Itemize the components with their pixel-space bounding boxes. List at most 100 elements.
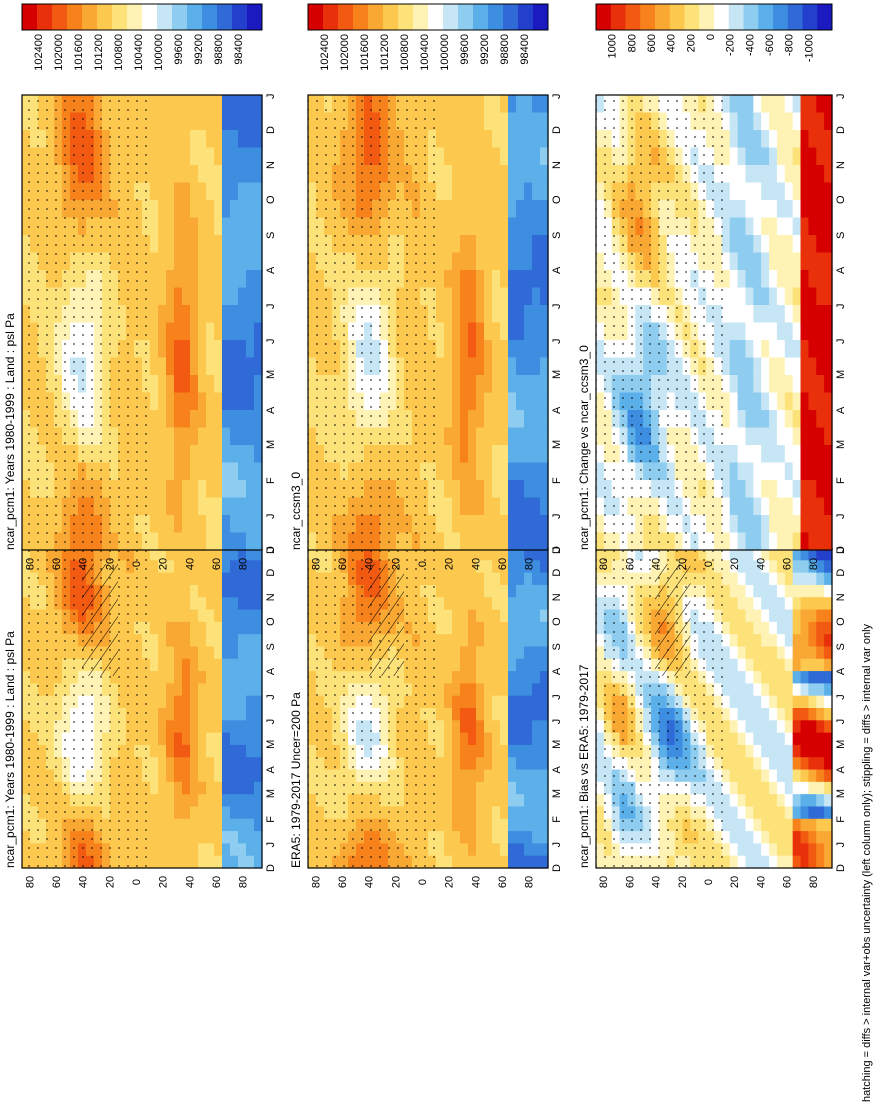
heatmap-cell <box>452 147 461 166</box>
heatmap-cell <box>500 658 509 672</box>
heatmap-cell <box>492 235 501 254</box>
month-tick-label: D <box>265 569 277 577</box>
heatmap-cell <box>460 497 469 516</box>
heatmap-cell <box>824 235 833 254</box>
heatmap-cell <box>753 357 762 376</box>
heatmap-cell <box>824 720 833 734</box>
heatmap-cell <box>190 427 199 446</box>
heatmap-cell <box>150 200 159 219</box>
heatmap-cell <box>800 165 809 184</box>
heatmap-cell <box>500 392 509 411</box>
heatmap-cell <box>468 806 477 820</box>
heatmap-cell <box>452 305 461 324</box>
heatmap-cell <box>460 818 469 832</box>
heatmap-cell <box>721 462 731 481</box>
heatmap-cell <box>182 560 191 574</box>
heatmap-cell <box>476 683 485 697</box>
heatmap-cell <box>721 695 731 709</box>
heatmap-cell <box>452 95 461 114</box>
heatmap-cell <box>808 794 817 808</box>
heatmap-cell <box>808 843 817 857</box>
heatmap-cell <box>436 560 445 574</box>
heatmap-cell <box>524 806 533 820</box>
heatmap-cell <box>816 609 825 623</box>
heatmap-cell <box>238 855 247 869</box>
heatmap-cell <box>532 532 541 551</box>
heatmap-cell <box>158 130 167 149</box>
heatmap-cell <box>158 831 167 844</box>
heatmap-cell <box>238 658 247 672</box>
heatmap-cell <box>198 375 207 394</box>
heatmap-cell <box>174 781 183 795</box>
heatmap-cell <box>436 392 445 411</box>
heatmap-cell <box>737 375 747 394</box>
heatmap-cell <box>776 818 786 832</box>
heatmap-cell <box>436 584 445 598</box>
heatmap-cell <box>254 480 263 499</box>
heatmap-cell <box>158 560 167 574</box>
panel-ref-ccsm3: 80 60 40 20 0 20 40 60 80DJFMAMJJASONDJncar_ccsm… <box>289 3 563 570</box>
heatmap-cell <box>753 683 762 697</box>
heatmap-cell <box>508 769 517 783</box>
heatmap-cell <box>540 95 549 114</box>
heatmap-cell <box>468 781 477 795</box>
heatmap-cell <box>468 548 477 561</box>
heatmap-cell <box>166 584 175 598</box>
lat-tick-label: 60 <box>337 876 349 888</box>
heatmap-cell <box>158 732 167 746</box>
heatmap-cell <box>182 392 191 411</box>
heatmap-cell <box>816 322 825 341</box>
month-tick-label: N <box>265 161 277 169</box>
heatmap-cell <box>792 695 802 709</box>
heatmap-cell <box>436 781 445 795</box>
heatmap-cell <box>753 95 762 114</box>
colorbar-swatch <box>37 4 53 30</box>
heatmap-cell <box>444 147 453 166</box>
heatmap-cell <box>206 621 215 635</box>
heatmap-cell <box>800 147 809 166</box>
heatmap-cell <box>222 597 231 611</box>
heatmap-cell <box>800 322 809 341</box>
heatmap-cell <box>436 597 445 611</box>
heatmap-cell <box>468 462 477 481</box>
heatmap-cell <box>524 720 533 734</box>
heatmap-cell <box>254 182 263 201</box>
heatmap-cell <box>540 560 549 574</box>
heatmap-cell <box>737 621 747 635</box>
heatmap-cell <box>500 646 509 660</box>
heatmap-cell <box>190 410 199 429</box>
heatmap-cell <box>198 695 207 709</box>
heatmap-cell <box>158 769 167 783</box>
heatmap-cell <box>484 855 493 869</box>
heatmap-cell <box>800 757 809 771</box>
heatmap-cell <box>737 609 747 623</box>
heatmap-cell <box>468 357 477 376</box>
heatmap-cell <box>824 621 833 635</box>
heatmap-cell <box>492 305 501 324</box>
heatmap-cell <box>206 532 215 551</box>
heatmap-cell <box>524 634 533 648</box>
heatmap-cell <box>808 95 817 114</box>
heatmap-cell <box>460 322 469 341</box>
heatmap-cell <box>721 584 731 598</box>
heatmap-cell <box>238 683 247 697</box>
heatmap-cell <box>516 445 525 464</box>
heatmap-cell <box>198 392 207 411</box>
heatmap-cell <box>761 646 770 660</box>
heatmap-cell <box>190 794 199 808</box>
heatmap-cell <box>816 217 825 236</box>
heatmap-cell <box>190 831 199 844</box>
heatmap-cell <box>238 621 247 635</box>
heatmap-cell <box>524 732 533 746</box>
heatmap-cell <box>182 130 191 149</box>
heatmap-cell <box>206 462 215 481</box>
heatmap-cell <box>540 609 549 623</box>
heatmap-cell <box>166 392 175 411</box>
heatmap-cell <box>214 548 223 561</box>
heatmap-cell <box>769 200 778 219</box>
heatmap-cell <box>721 671 731 684</box>
colorbar-tick-label: 100400 <box>133 34 145 71</box>
heatmap-cell <box>500 497 509 516</box>
heatmap-cell <box>468 658 477 672</box>
heatmap-cell <box>816 794 825 808</box>
